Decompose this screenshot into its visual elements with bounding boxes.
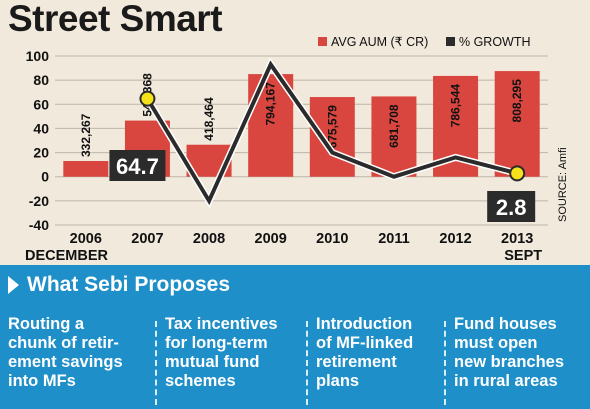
divider: [444, 321, 446, 405]
x-tick-label: 2006: [70, 231, 102, 247]
chart-title: Street Smart: [8, 0, 223, 39]
proposal-line: Fund houses: [454, 315, 557, 333]
proposal-line: new branches: [454, 353, 565, 371]
annotation-label: 64.7: [116, 154, 159, 179]
bar-labels: 332,267547,368418,464794,167675,579681,7…: [79, 73, 524, 157]
proposal-item-3: Introduction of MF-linked retirement pla…: [316, 315, 413, 391]
legend-swatch: [446, 37, 455, 46]
y-tick-label: -40: [29, 217, 49, 233]
x-tick-label: 2008: [193, 231, 225, 247]
y-axis: -40 -20 0 20 40 60 80 100: [26, 48, 50, 233]
proposals-panel: What Sebi Proposes Routing a chunk of re…: [0, 265, 590, 409]
annotation-box: [487, 191, 536, 222]
proposals-heading: What Sebi Proposes: [8, 273, 230, 297]
annotation-box: [109, 150, 166, 181]
proposal-line: mutual fund: [165, 353, 260, 371]
bar-label: 786,544: [449, 84, 463, 128]
y-tick-label: 100: [26, 48, 50, 64]
growth-marker: [509, 165, 526, 182]
x-tick-sublabel: DECEMBER: [25, 248, 109, 264]
x-tick-label: 2009: [255, 231, 287, 247]
proposal-line: ement savings: [8, 353, 123, 371]
y-tick-label: -20: [29, 193, 49, 209]
bar: [494, 71, 540, 177]
bar-label: 808,295: [510, 79, 524, 123]
bar-label: 332,267: [79, 113, 93, 157]
proposal-item-4: Fund houses must open new branches in ru…: [454, 315, 564, 391]
growth-line-path: [145, 60, 518, 206]
bar-label: 418,464: [202, 97, 216, 141]
proposal-line: Tax incentives: [165, 315, 278, 333]
proposal-line: Introduction: [316, 315, 413, 333]
proposal-line: into MFs: [8, 372, 76, 390]
x-tick-label: 2013: [501, 231, 533, 247]
proposal-line: Routing a: [8, 315, 85, 333]
legend-label: % GROWTH: [459, 35, 531, 49]
proposal-line: must open: [454, 334, 538, 352]
divider: [306, 321, 308, 405]
y-tick-label: 20: [33, 145, 49, 161]
x-tick-sublabel: SEPT: [504, 248, 542, 264]
legend-swatch: [318, 37, 327, 46]
bar: [371, 96, 417, 177]
proposal-line: in rural areas: [454, 372, 558, 390]
chart-svg: 332,267547,368418,464794,167675,579681,7…: [25, 35, 569, 264]
annotations: 64.7 2.8: [109, 90, 536, 222]
x-tick-label: 2007: [131, 231, 163, 247]
bar-label: 681,708: [387, 104, 401, 148]
proposal-line: plans: [316, 372, 360, 390]
y-tick-label: 60: [33, 96, 49, 112]
annotation-label: 2.8: [496, 195, 527, 220]
bar-label: 675,579: [325, 105, 339, 149]
x-tick-label: 2011: [378, 231, 409, 247]
source-text: SOURCE: Amfi: [557, 147, 569, 222]
y-tick-label: 40: [33, 120, 49, 136]
proposal-line: for long-term: [165, 334, 268, 352]
legend: AVG AUM (₹ CR) % GROWTH: [318, 35, 531, 49]
proposal-line: schemes: [165, 372, 236, 390]
legend-label: AVG AUM (₹ CR): [331, 35, 428, 49]
y-tick-label: 0: [41, 169, 49, 185]
y-tick-label: 80: [33, 72, 49, 88]
bar-label: 794,167: [264, 82, 278, 126]
x-tick-label: 2010: [316, 231, 348, 247]
divider: [155, 321, 157, 405]
proposals-heading-text: What Sebi Proposes: [27, 273, 231, 296]
proposal-item-2: Tax incentives for long-term mutual fund…: [165, 315, 278, 391]
growth-line: [144, 57, 519, 209]
bar: [63, 161, 109, 177]
source-note: SOURCE: Amfi: [557, 147, 569, 222]
arrow-right-icon: [8, 276, 19, 294]
proposal-line: of MF-linked: [316, 334, 414, 352]
growth-marker: [139, 90, 156, 107]
x-tick-label: 2012: [439, 231, 471, 247]
proposal-line: chunk of retir-: [8, 334, 119, 352]
proposal-item-1: Routing a chunk of retir- ement savings …: [8, 315, 123, 391]
proposal-line: retirement: [316, 353, 397, 371]
